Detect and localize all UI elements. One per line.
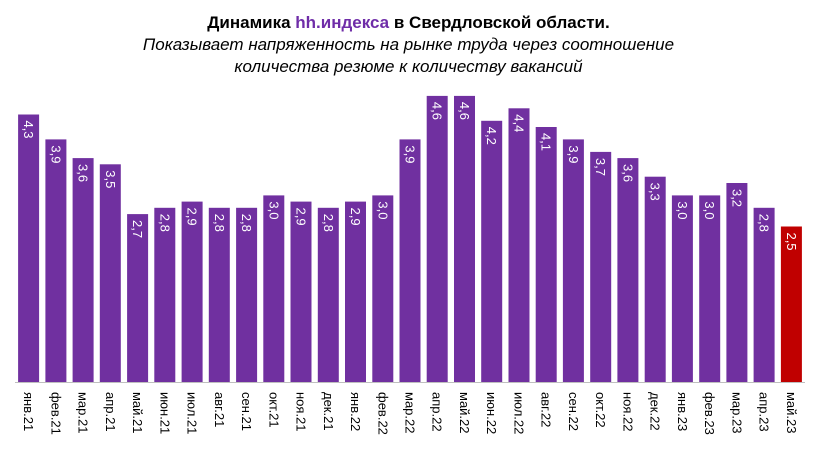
bar-мар.21 <box>72 158 94 382</box>
value-label: 4,4 <box>512 114 527 132</box>
chart-title: Динамика hh.индекса в Свердловской облас… <box>0 12 817 34</box>
x-tick-label: авг.22 <box>539 392 554 427</box>
x-tick-label: апр.22 <box>430 392 445 432</box>
chart-subtitle-line2: количества резюме к количеству вакансий <box>234 57 583 76</box>
x-tick-label: дек.22 <box>648 392 663 431</box>
value-label: 3,3 <box>648 183 663 201</box>
x-tick-label: май.22 <box>457 392 472 434</box>
title-prefix: Динамика <box>207 13 296 32</box>
value-label: 2,9 <box>348 208 363 226</box>
x-tick-label: окт.22 <box>593 392 608 428</box>
bar-май.21 <box>127 214 149 382</box>
bar-окт.22 <box>590 151 612 382</box>
bar-янв.22 <box>345 201 366 382</box>
value-label: 3,9 <box>566 145 581 163</box>
bar-июл.21 <box>181 201 203 382</box>
x-tick-label: фев.22 <box>375 392 390 435</box>
bar-дек.22 <box>644 176 666 382</box>
x-tick-label: апр.21 <box>103 392 118 432</box>
bar-сен.21 <box>236 207 258 382</box>
x-tick-label: май.21 <box>130 392 145 434</box>
bar-фев.21 <box>45 139 67 382</box>
value-label: 2,5 <box>784 232 799 250</box>
x-tick-label: мар.22 <box>403 392 418 433</box>
value-label: 3,0 <box>266 201 281 219</box>
value-label: 4,6 <box>430 102 445 120</box>
x-tick-label: май.23 <box>784 392 799 434</box>
bar-фев.23 <box>699 195 721 382</box>
value-label: 4,1 <box>539 133 554 151</box>
value-label: 2,8 <box>239 214 254 232</box>
x-tick-label: ноя.22 <box>620 392 635 432</box>
bar-июн.22 <box>481 120 503 383</box>
value-label: 3,6 <box>76 164 91 182</box>
x-tick-label: окт.21 <box>266 392 281 428</box>
x-tick-label: мар.21 <box>76 392 91 433</box>
x-tick-label: мар.23 <box>729 392 744 433</box>
x-tick-label: июн.21 <box>157 392 172 434</box>
title-suffix: в Свердловской области. <box>389 13 610 32</box>
x-tick-label: фев.23 <box>702 392 717 435</box>
x-tick-label: июл.22 <box>512 392 527 434</box>
bar-май.23 <box>780 226 802 382</box>
bar-май.22 <box>454 95 475 383</box>
x-tick-label: янв.21 <box>21 392 36 431</box>
bar-окт.21 <box>263 195 285 382</box>
chart-subtitle-line1: Показывает напряженность на рынке труда … <box>142 35 675 54</box>
value-label: 4,6 <box>457 102 472 120</box>
value-label: 3,0 <box>675 201 690 219</box>
x-tick-label: фев.21 <box>48 392 63 435</box>
bar-авг.22 <box>535 127 557 382</box>
bar-фев.22 <box>372 195 394 382</box>
x-tick-label: ноя.21 <box>294 392 309 432</box>
bar-апр.22 <box>426 95 448 383</box>
value-label: 3,9 <box>48 145 63 163</box>
value-label: 4,2 <box>484 127 499 145</box>
bar-июл.22 <box>508 108 530 383</box>
bar-янв.21 <box>18 114 40 382</box>
bar-ноя.22 <box>617 158 639 382</box>
x-tick-label: сен.21 <box>239 392 254 431</box>
x-tick-label: дек.21 <box>321 392 336 431</box>
bar-мар.22 <box>399 139 421 382</box>
title-brand: hh.индекса <box>295 13 390 32</box>
value-label: 3,5 <box>103 170 118 188</box>
x-tick-label: сен.22 <box>566 392 581 431</box>
bar-авг.21 <box>208 207 230 382</box>
value-label: 2,8 <box>757 214 772 232</box>
bar-апр.21 <box>99 164 121 382</box>
bar-янв.23 <box>671 195 693 382</box>
x-tick-label: июн.22 <box>484 392 499 434</box>
value-label: 3,9 <box>403 145 418 163</box>
value-label: 2,8 <box>157 214 172 232</box>
value-label: 2,8 <box>321 214 336 232</box>
value-label: 2,9 <box>185 208 200 226</box>
x-tick-label: янв.23 <box>675 392 690 431</box>
bar-сен.22 <box>562 139 584 382</box>
value-label: 4,3 <box>21 120 36 138</box>
value-label: 2,9 <box>294 208 309 226</box>
bar-апр.23 <box>753 207 775 382</box>
value-label: 3,2 <box>729 189 744 207</box>
bar-мар.23 <box>726 183 748 382</box>
value-label: 3,7 <box>593 158 608 176</box>
x-tick-label: авг.21 <box>212 392 227 427</box>
bar-ноя.21 <box>290 201 312 382</box>
value-label: 3,0 <box>375 201 390 219</box>
value-label: 3,6 <box>620 164 635 182</box>
bar-июн.21 <box>154 207 176 382</box>
chart-title-block: Динамика hh.индекса в Свердловской облас… <box>0 12 817 78</box>
x-tick-label: апр.23 <box>757 392 772 432</box>
value-label: 3,0 <box>702 201 717 219</box>
value-label: 2,8 <box>212 214 227 232</box>
value-label: 2,7 <box>130 220 145 238</box>
bar-дек.21 <box>317 207 339 382</box>
x-tick-label: июл.21 <box>185 392 200 434</box>
x-tick-label: янв.22 <box>348 392 363 431</box>
